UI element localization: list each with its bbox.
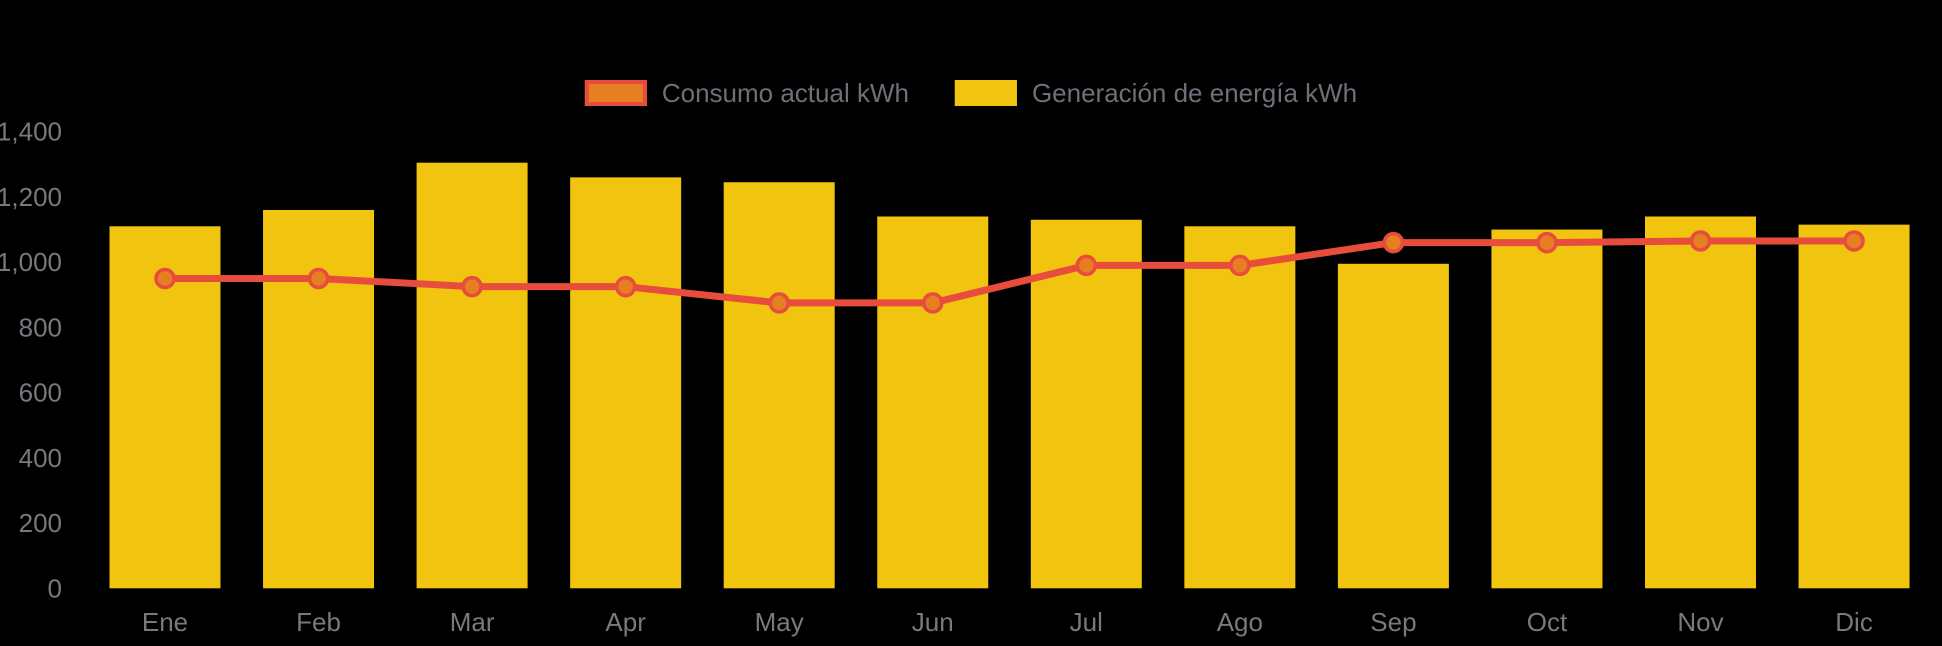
y-axis-tick-label: 1,400 bbox=[0, 117, 62, 147]
y-axis-tick-label: 600 bbox=[19, 378, 62, 408]
x-axis-label-jul: Jul bbox=[1070, 607, 1103, 637]
line-point-dic[interactable] bbox=[1843, 230, 1865, 252]
y-axis-tick-label: 200 bbox=[19, 508, 62, 538]
x-axis-label-ene: Ene bbox=[142, 607, 188, 637]
y-axis-tick-label: 0 bbox=[48, 573, 62, 603]
legend: Consumo actual kWh Generación de energía… bbox=[584, 78, 1358, 108]
line-point-ene[interactable] bbox=[154, 267, 176, 290]
legend-label-generacion: Generación de energía kWh bbox=[1031, 78, 1358, 108]
y-axis-tick-label: 1,000 bbox=[0, 247, 62, 277]
consumo-line-swatch-icon bbox=[584, 80, 647, 106]
bar-sep[interactable] bbox=[1337, 263, 1449, 589]
line-point-jun[interactable] bbox=[922, 292, 944, 314]
line-point-ago[interactable] bbox=[1229, 254, 1251, 277]
legend-item-generacion[interactable]: Generación de energía kWh bbox=[954, 78, 1358, 108]
x-axis-label-apr: Apr bbox=[605, 607, 646, 637]
bar-mar[interactable] bbox=[416, 162, 528, 589]
x-axis-label-mar: Mar bbox=[450, 607, 495, 637]
x-axis-label-oct: Oct bbox=[1527, 607, 1568, 637]
bar-may[interactable] bbox=[723, 182, 835, 589]
line-point-jul[interactable] bbox=[1075, 254, 1098, 277]
x-axis-label-nov: Nov bbox=[1677, 607, 1723, 637]
legend-item-consumo[interactable]: Consumo actual kWh bbox=[584, 78, 909, 108]
x-axis-label-feb: Feb bbox=[296, 607, 341, 637]
bar-jun[interactable] bbox=[877, 216, 989, 589]
bar-nov[interactable] bbox=[1645, 216, 1756, 589]
line-point-oct[interactable] bbox=[1536, 231, 1558, 254]
bar-ago[interactable] bbox=[1184, 226, 1296, 589]
legend-label-consumo: Consumo actual kWh bbox=[661, 78, 909, 108]
line-point-nov[interactable] bbox=[1689, 230, 1712, 252]
consumo-line bbox=[161, 237, 1858, 307]
line-point-apr[interactable] bbox=[614, 275, 637, 298]
bar-feb[interactable] bbox=[263, 209, 375, 589]
x-axis-label-jun: Jun bbox=[912, 607, 954, 637]
bar-dic[interactable] bbox=[1798, 224, 1910, 589]
line-point-may[interactable] bbox=[768, 292, 790, 314]
generacion-bar-swatch-icon bbox=[954, 80, 1017, 106]
line-point-mar[interactable] bbox=[461, 275, 483, 298]
y-axis-tick-label: 1,200 bbox=[0, 182, 62, 212]
bar-jul[interactable] bbox=[1030, 219, 1142, 589]
x-axis-label-may: May bbox=[755, 607, 804, 637]
line-point-sep[interactable] bbox=[1382, 231, 1405, 254]
x-axis-label-sep: Sep bbox=[1370, 607, 1416, 637]
bar-oct[interactable] bbox=[1491, 229, 1603, 589]
line-point-feb[interactable] bbox=[307, 267, 330, 290]
y-axis-tick-label: 400 bbox=[19, 443, 62, 473]
x-axis-label-ago: Ago bbox=[1217, 607, 1263, 637]
x-axis-label-dic: Dic bbox=[1835, 607, 1873, 637]
bar-apr[interactable] bbox=[570, 177, 682, 589]
y-axis-tick-label: 800 bbox=[19, 312, 62, 342]
